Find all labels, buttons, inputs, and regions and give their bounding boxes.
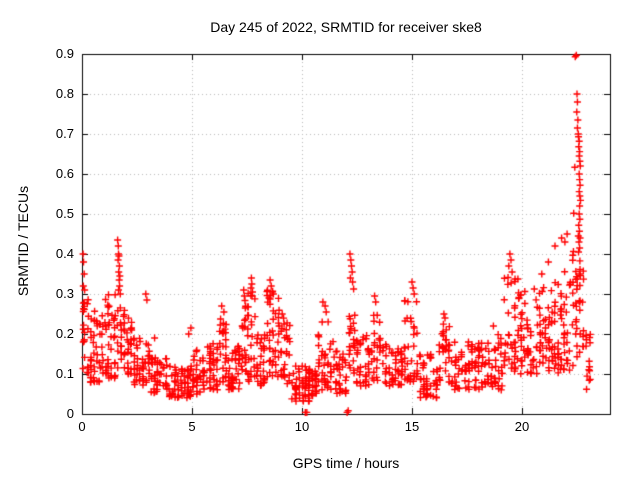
y-tick-label: 0.9	[55, 46, 74, 61]
y-tick-label: 0.4	[55, 246, 74, 261]
x-tick-label: 10	[294, 419, 310, 434]
y-tick-label: 0	[66, 406, 74, 421]
x-tick-label: 5	[188, 419, 196, 434]
y-tick-label: 0.1	[55, 366, 74, 381]
y-tick-label: 0.3	[55, 286, 74, 301]
x-axis-label: GPS time / hours	[292, 455, 400, 471]
y-axis-label-text: SRMTID / TECUs	[15, 185, 31, 297]
y-tick-label: 0.8	[55, 86, 74, 101]
y-tick-label: 0.2	[55, 326, 74, 341]
x-tick-label: 15	[404, 419, 420, 434]
chart-title: Day 245 of 2022, SRMTID for receiver ske…	[210, 19, 482, 35]
y-tick-label: 0.6	[55, 166, 74, 181]
y-tick-label: 0.5	[55, 206, 74, 221]
x-tick-label: 20	[514, 419, 530, 434]
x-tick-label: 0	[78, 419, 86, 434]
y-tick-label: 0.7	[55, 126, 74, 141]
